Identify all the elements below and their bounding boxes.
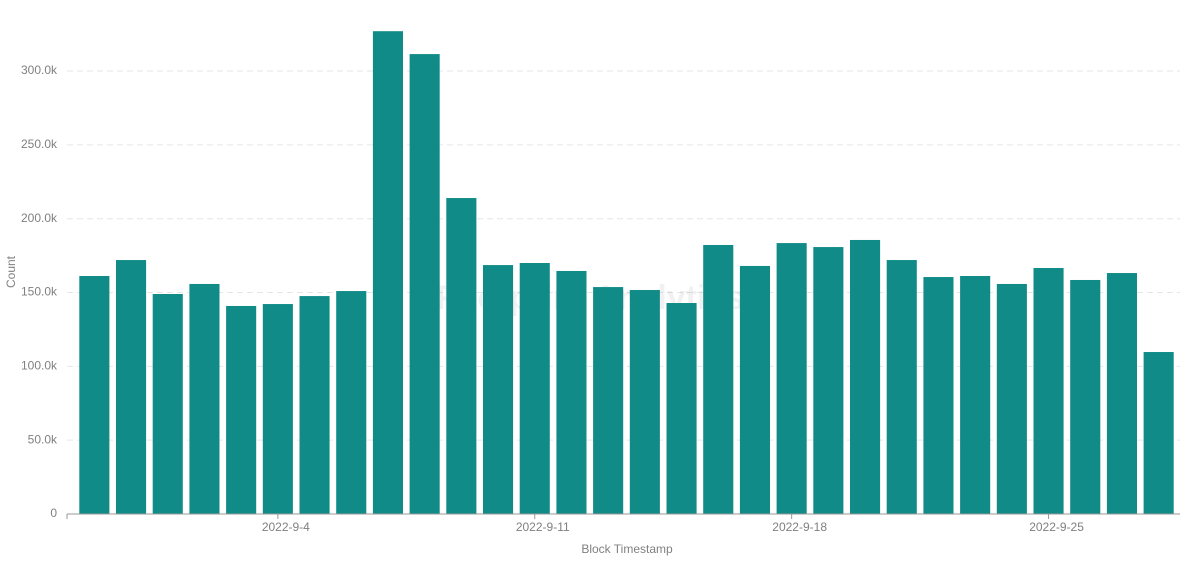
x-axis-label: Block Timestamp	[581, 542, 673, 556]
bar	[666, 303, 697, 514]
y-tick-label: 50.0k	[28, 432, 58, 446]
bar	[629, 290, 660, 514]
bar	[483, 265, 514, 514]
bar	[519, 263, 550, 514]
bar	[850, 239, 881, 515]
bar	[960, 275, 991, 514]
y-tick-label: 250.0k	[21, 137, 58, 151]
bar	[299, 296, 330, 514]
x-tick-label: 2022-9-25	[1029, 520, 1084, 534]
bar	[1143, 352, 1174, 514]
y-tick-label: 150.0k	[21, 285, 58, 299]
bar	[116, 260, 147, 514]
y-tick-label: 100.0k	[21, 359, 58, 373]
bar	[556, 270, 587, 514]
bar	[776, 243, 807, 515]
x-tick-label: 2022-9-4	[262, 520, 310, 534]
bar	[1070, 279, 1101, 514]
bar	[152, 294, 183, 514]
bar	[923, 277, 954, 514]
bar	[336, 291, 367, 514]
bar	[226, 305, 257, 514]
bar	[703, 244, 734, 514]
bar	[1033, 268, 1064, 514]
y-axis-label: Count	[4, 255, 18, 288]
bar	[372, 31, 403, 514]
bar	[189, 283, 220, 514]
bar	[446, 198, 477, 515]
x-tick-label: 2022-9-11	[516, 520, 570, 534]
bar	[1106, 273, 1137, 514]
bar	[262, 304, 293, 514]
y-tick-label: 300.0k	[21, 63, 58, 77]
bar	[409, 54, 440, 515]
y-tick-label: 200.0k	[21, 211, 58, 225]
watermark: Footprint Analytics	[436, 279, 745, 317]
y-tick-label: 0	[50, 506, 57, 520]
bar	[739, 265, 770, 514]
bar	[886, 260, 917, 514]
x-tick-label: 2022-9-18	[772, 520, 827, 534]
bar	[813, 247, 844, 514]
bar	[593, 287, 624, 514]
bar	[79, 275, 110, 514]
bar	[996, 283, 1027, 514]
